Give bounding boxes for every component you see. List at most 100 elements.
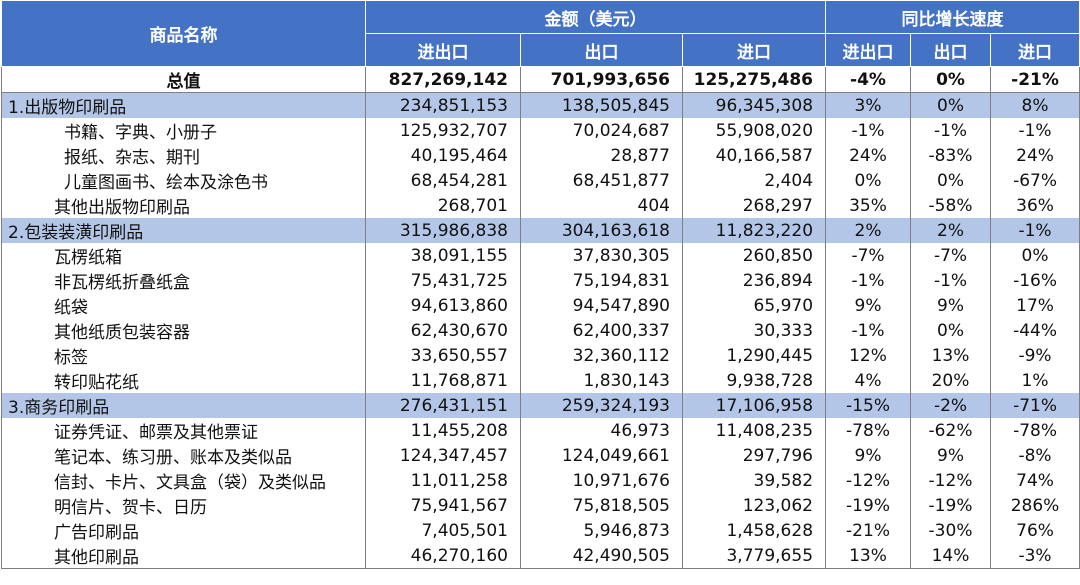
- growth-total-cell: 13%: [825, 543, 912, 569]
- amount-import-cell: 3,779,655: [681, 543, 827, 569]
- growth-import-cell: -67%: [990, 168, 1080, 193]
- growth-export-cell: 2%: [910, 218, 992, 243]
- table-body: 总值 827,269,142 701,993,656 125,275,486 -4% 0%…: [1, 66, 1080, 569]
- table-row: 报纸、杂志、期刊 40,195,464 28,877 40,166,587 24% -83…: [1, 143, 1080, 168]
- growth-export-cell: -30%: [910, 518, 992, 543]
- product-name-cell: 证券凭证、邮票及其他票证: [1, 418, 366, 443]
- amount-import-cell: 125,275,486: [681, 66, 827, 93]
- amount-total-cell: 315,986,838: [365, 218, 521, 243]
- amount-export-cell: 5,946,873: [520, 518, 683, 543]
- table-row: 其他出版物印刷品 268,701 404 268,297 35% -58% 36%: [1, 193, 1080, 218]
- product-name-cell: 2.包装装潢印刷品: [1, 218, 366, 243]
- growth-total-cell: -21%: [825, 518, 912, 543]
- product-name-cell: 其他印刷品: [1, 543, 366, 569]
- growth-export-cell: 0%: [910, 168, 992, 193]
- amount-total-cell: 75,941,567: [365, 493, 521, 518]
- amount-export-cell: 701,993,656: [520, 66, 683, 93]
- header-growth-import: 进口: [990, 33, 1080, 67]
- growth-export-cell: 14%: [910, 543, 992, 569]
- header-growth-total: 进出口: [825, 33, 912, 67]
- growth-import-cell: -71%: [990, 393, 1080, 418]
- amount-import-cell: 40,166,587: [681, 143, 827, 168]
- growth-import-cell: 36%: [990, 193, 1080, 218]
- growth-export-cell: 13%: [910, 343, 992, 368]
- category-row: 2.包装装潢印刷品 315,986,838 304,163,618 11,823,22…: [1, 218, 1080, 243]
- amount-import-cell: 65,970: [681, 293, 827, 318]
- amount-total-cell: 11,455,208: [365, 418, 521, 443]
- growth-export-cell: -7%: [910, 243, 992, 268]
- header-amount-total: 进出口: [365, 33, 521, 67]
- amount-export-cell: 37,830,305: [520, 243, 683, 268]
- growth-total-cell: 4%: [825, 368, 912, 393]
- growth-import-cell: -44%: [990, 318, 1080, 343]
- product-name-cell: 1.出版物印刷品: [1, 92, 366, 118]
- amount-export-cell: 304,163,618: [520, 218, 683, 243]
- amount-import-cell: 123,062: [681, 493, 827, 518]
- growth-total-cell: 3%: [825, 92, 912, 118]
- table-row: 瓦楞纸箱 38,091,155 37,830,305 260,850 -7% -7% 0%: [1, 243, 1080, 268]
- amount-total-cell: 68,454,281: [365, 168, 521, 193]
- amount-import-cell: 30,333: [681, 318, 827, 343]
- amount-total-cell: 11,011,258: [365, 468, 521, 493]
- table-row: 明信片、贺卡、日历 75,941,567 75,818,505 123,062 -19%…: [1, 493, 1080, 518]
- amount-export-cell: 75,818,505: [520, 493, 683, 518]
- amount-export-cell: 138,505,845: [520, 92, 683, 118]
- amount-total-cell: 38,091,155: [365, 243, 521, 268]
- amount-total-cell: 40,195,464: [365, 143, 521, 168]
- header-amount-export: 出口: [520, 33, 683, 67]
- product-name-cell: 书籍、字典、小册子: [1, 118, 366, 143]
- amount-export-cell: 46,973: [520, 418, 683, 443]
- product-name-cell: 非瓦楞纸折叠纸盒: [1, 268, 366, 293]
- growth-total-cell: -4%: [825, 66, 912, 93]
- amount-import-cell: 39,582: [681, 468, 827, 493]
- amount-import-cell: 2,404: [681, 168, 827, 193]
- amount-export-cell: 70,024,687: [520, 118, 683, 143]
- product-name-cell: 3.商务印刷品: [1, 393, 366, 418]
- amount-export-cell: 94,547,890: [520, 293, 683, 318]
- growth-export-cell: 9%: [910, 293, 992, 318]
- growth-total-cell: -1%: [825, 268, 912, 293]
- amount-export-cell: 42,490,505: [520, 543, 683, 569]
- amount-total-cell: 46,270,160: [365, 543, 521, 569]
- growth-import-cell: 76%: [990, 518, 1080, 543]
- amount-export-cell: 28,877: [520, 143, 683, 168]
- category-row: 3.商务印刷品 276,431,151 259,324,193 17,106,958-…: [1, 393, 1080, 418]
- table-row: 书籍、字典、小册子 125,932,707 70,024,687 55,908,020…: [1, 118, 1080, 143]
- amount-export-cell: 404: [520, 193, 683, 218]
- amount-import-cell: 1,458,628: [681, 518, 827, 543]
- amount-export-cell: 68,451,877: [520, 168, 683, 193]
- table-row: 广告印刷品 7,405,501 5,946,873 1,458,628 -21% -30%…: [1, 518, 1080, 543]
- amount-total-cell: 33,650,557: [365, 343, 521, 368]
- growth-export-cell: 0%: [910, 66, 992, 93]
- amount-export-cell: 10,971,676: [520, 468, 683, 493]
- header-growth-export: 出口: [910, 33, 992, 67]
- amount-import-cell: 96,345,308: [681, 92, 827, 118]
- product-name-cell: 标签: [1, 343, 366, 368]
- amount-import-cell: 268,297: [681, 193, 827, 218]
- growth-total-cell: 24%: [825, 143, 912, 168]
- amount-total-cell: 268,701: [365, 193, 521, 218]
- growth-import-cell: -8%: [990, 443, 1080, 468]
- product-name-cell: 报纸、杂志、期刊: [1, 143, 366, 168]
- amount-import-cell: 11,408,235: [681, 418, 827, 443]
- product-name-cell: 纸袋: [1, 293, 366, 318]
- growth-total-cell: 2%: [825, 218, 912, 243]
- growth-import-cell: 1%: [990, 368, 1080, 393]
- growth-total-cell: -1%: [825, 318, 912, 343]
- growth-export-cell: -1%: [910, 118, 992, 143]
- header-amount-group: 金额（美元）: [364, 0, 827, 34]
- category-row: 1.出版物印刷品 234,851,153 138,505,845 96,345,308…: [1, 92, 1080, 118]
- growth-total-cell: 0%: [825, 168, 912, 193]
- amount-export-cell: 75,194,831: [520, 268, 683, 293]
- product-name-cell: 笔记本、练习册、账本及类似品: [1, 443, 366, 468]
- growth-import-cell: 74%: [990, 468, 1080, 493]
- header-amount-import: 进口: [681, 33, 827, 67]
- amount-import-cell: 55,908,020: [681, 118, 827, 143]
- growth-total-cell: 9%: [825, 293, 912, 318]
- header-product-name: 商品名称: [1, 0, 366, 67]
- product-name-cell: 其他纸质包装容器: [1, 318, 366, 343]
- growth-export-cell: 9%: [910, 443, 992, 468]
- growth-total-cell: 12%: [825, 343, 912, 368]
- table-row: 儿童图画书、绘本及涂色书 68,454,281 68,451,877 2,404 0% 0…: [1, 168, 1080, 193]
- amount-import-cell: 11,823,220: [681, 218, 827, 243]
